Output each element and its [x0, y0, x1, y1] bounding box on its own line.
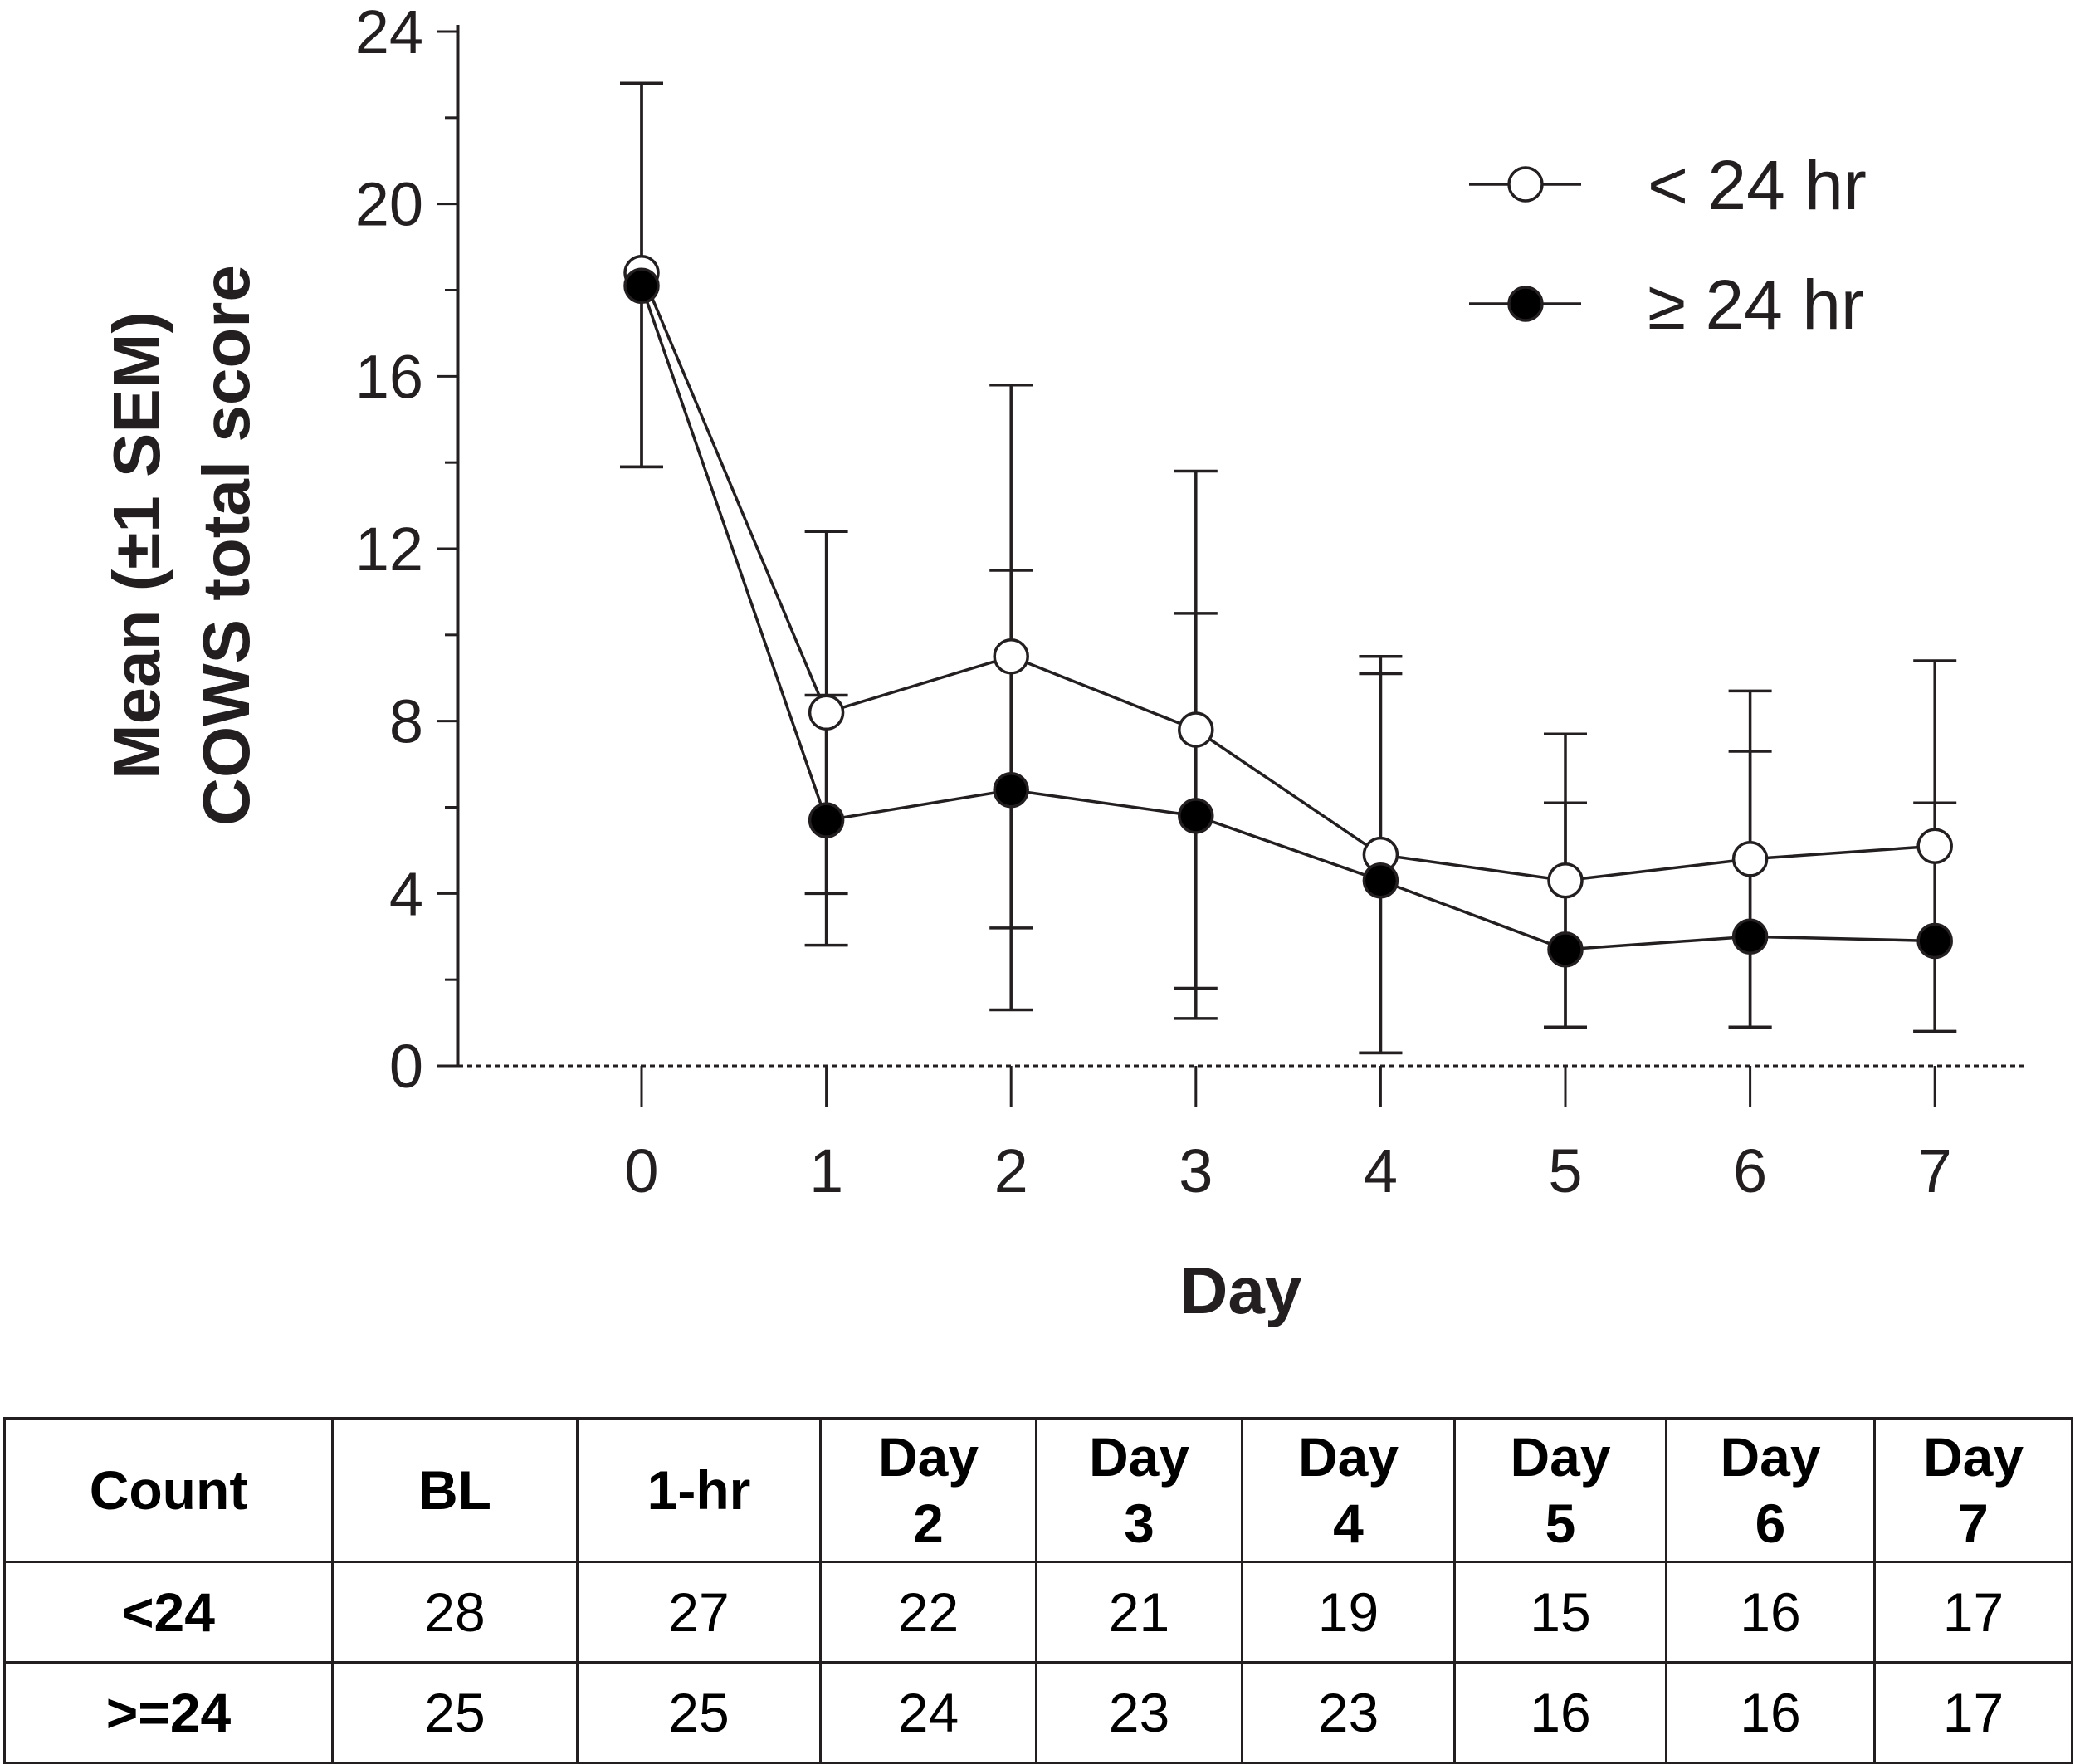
- x-axis-title: Day: [1180, 1253, 1302, 1327]
- table-row-lt24: <24 28 27 22 21 19 15 16 17: [3, 1561, 2073, 1664]
- table-cell: 16: [1665, 1561, 1876, 1664]
- y-tick-label: 16: [355, 342, 423, 411]
- table-cell: 15: [1453, 1561, 1667, 1664]
- header-line2: 2: [913, 1493, 944, 1554]
- table-header-cell: Day 2: [819, 1417, 1038, 1563]
- table-cell: 23: [1241, 1661, 1456, 1764]
- table-header-cell: BL: [331, 1417, 579, 1563]
- table-cell: 19: [1241, 1561, 1456, 1664]
- header-line2: 6: [1755, 1493, 1786, 1554]
- header-line1: 1-hr: [647, 1459, 751, 1521]
- table-header-count: Count: [3, 1417, 334, 1563]
- header-line2: 4: [1333, 1493, 1364, 1554]
- table-cell: 27: [576, 1561, 822, 1664]
- series-line-lt24: [640, 272, 1936, 882]
- y-tick-label: 8: [389, 687, 423, 756]
- header-line1: Day: [1922, 1426, 2024, 1488]
- data-point-ge24: [1362, 862, 1399, 899]
- x-tick-label: 2: [994, 1136, 1028, 1205]
- header-line1: Day: [1510, 1426, 1611, 1488]
- table-header-cell: Day 4: [1241, 1417, 1456, 1563]
- data-points: [623, 254, 1953, 968]
- series-lines: [640, 272, 1936, 951]
- data-point-ge24: [993, 771, 1029, 809]
- table-cell: 17: [1873, 1561, 2073, 1664]
- x-tick-label: 3: [1179, 1136, 1213, 1205]
- header-line1: BL: [418, 1459, 491, 1521]
- header-line2: 7: [1958, 1493, 1989, 1554]
- y-axis-title-line2: COWS total score: [189, 265, 263, 826]
- y-ticks: 0 4 8 12 16 20 24: [355, 0, 458, 1101]
- header-line1: Day: [1088, 1426, 1190, 1488]
- legend-label-ge24: ≥ 24 hr: [1648, 266, 1864, 344]
- error-bars: [620, 81, 1957, 1055]
- y-tick-label: 24: [355, 0, 423, 66]
- table-header-cell: Day 3: [1035, 1417, 1243, 1563]
- y-axis-title-line1: Mean (±1 SEM): [100, 311, 173, 779]
- data-point-lt24: [808, 694, 845, 731]
- table-cell: 28: [331, 1561, 579, 1664]
- data-point-ge24: [808, 802, 845, 838]
- y-tick-label: 12: [355, 515, 423, 584]
- table-header-cell: Day 5: [1453, 1417, 1667, 1563]
- x-tick-label: 0: [624, 1136, 658, 1205]
- table-cell: 24: [819, 1661, 1038, 1764]
- data-point-ge24: [623, 267, 660, 305]
- data-point-lt24: [993, 638, 1029, 675]
- x-tick-label: 4: [1364, 1136, 1398, 1205]
- x-ticks: 0 1 2 3 4 5 6 7: [624, 1066, 1952, 1205]
- data-point-ge24: [1916, 922, 1953, 960]
- series-line-ge24: [640, 285, 1936, 951]
- table-cell: 21: [1035, 1561, 1243, 1664]
- row-label: >=24: [3, 1661, 334, 1764]
- x-tick-label: 5: [1548, 1136, 1582, 1205]
- table-cell: 16: [1665, 1661, 1876, 1764]
- data-point-lt24: [1916, 828, 1953, 864]
- data-point-ge24: [1547, 931, 1584, 968]
- table-row-ge24: >=24 25 25 24 23 23 16 16 17: [3, 1661, 2073, 1764]
- table-cell: 16: [1453, 1661, 1667, 1764]
- header-line2: 3: [1124, 1493, 1155, 1554]
- table-cell: 17: [1873, 1661, 2073, 1764]
- count-table: Count BL 1-hr Day 2 Day 3 Day 4 Day 5 Day 6 D…: [3, 1417, 2073, 1764]
- x-tick-label: 7: [1918, 1136, 1952, 1205]
- data-point-lt24: [1731, 841, 1769, 877]
- table-header-cell: 1-hr: [576, 1417, 822, 1563]
- table-header-row: Count BL 1-hr Day 2 Day 3 Day 4 Day 5 Day 6 D…: [3, 1417, 2073, 1563]
- row-label: <24: [3, 1561, 334, 1664]
- legend-marker-filled-circle: [1507, 286, 1544, 322]
- table-cell: 25: [331, 1661, 579, 1764]
- table-cell: 22: [819, 1561, 1038, 1664]
- data-point-lt24: [1547, 862, 1584, 899]
- legend-marker-open-circle: [1507, 166, 1544, 203]
- data-point-ge24: [1178, 798, 1214, 834]
- x-tick-label: 6: [1733, 1136, 1767, 1205]
- header-line1: Day: [1720, 1426, 1821, 1488]
- table-cell: 25: [576, 1661, 822, 1764]
- y-tick-label: 4: [389, 859, 423, 928]
- legend: < 24 hr ≥ 24 hr: [1469, 146, 1867, 344]
- header-line1: Day: [1297, 1426, 1399, 1488]
- table-header-cell: Day 7: [1873, 1417, 2073, 1563]
- table-header-cell: Day 6: [1665, 1417, 1876, 1563]
- data-point-lt24: [1178, 711, 1214, 748]
- y-tick-label: 0: [389, 1032, 423, 1101]
- y-tick-label: 20: [355, 170, 423, 239]
- header-line2: 5: [1545, 1493, 1576, 1554]
- legend-label-lt24: < 24 hr: [1648, 146, 1867, 224]
- data-point-ge24: [1731, 918, 1769, 955]
- table-cell: 23: [1035, 1661, 1243, 1764]
- x-tick-label: 1: [809, 1136, 843, 1205]
- header-line1: Day: [877, 1426, 979, 1488]
